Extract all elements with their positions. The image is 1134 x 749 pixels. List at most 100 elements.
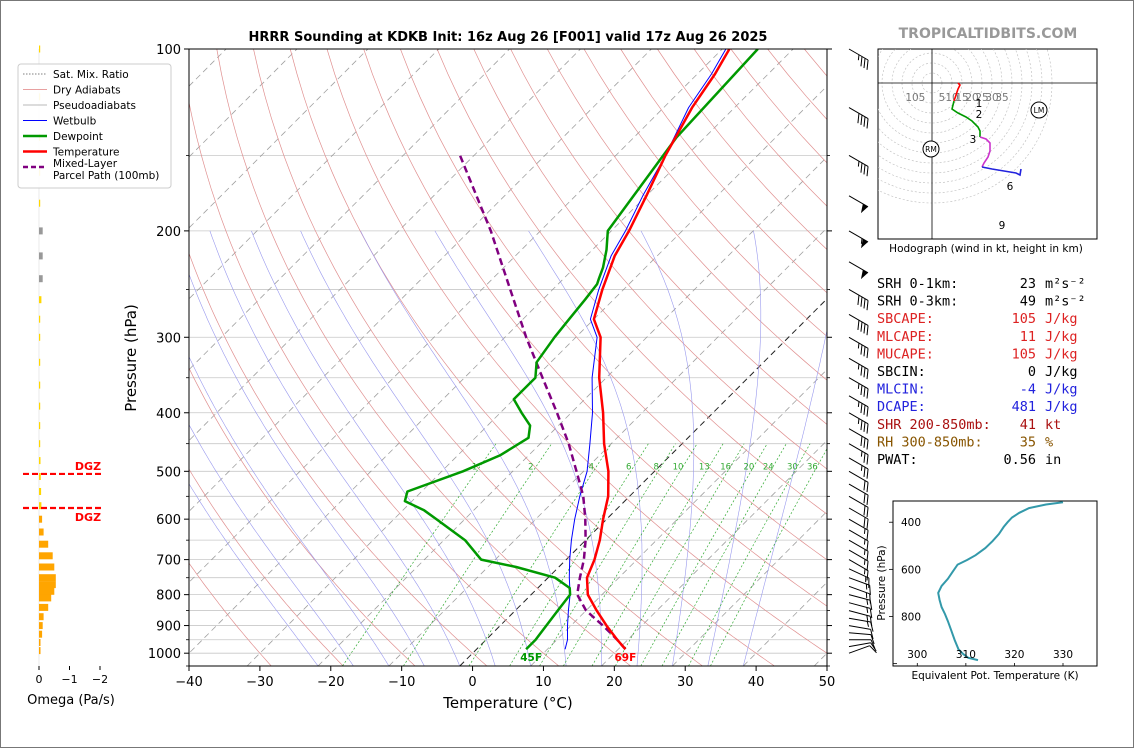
mixing-ratio-label: 8 xyxy=(653,462,658,472)
wind-barb xyxy=(845,196,869,215)
omega-bar xyxy=(39,334,40,341)
mixing-ratio-line xyxy=(689,444,811,666)
isotherm-line xyxy=(176,49,793,666)
omega-bar xyxy=(39,594,51,601)
legend-label-line: Mixed-Layer xyxy=(53,158,118,170)
y-tick-label: 400 xyxy=(156,407,181,422)
omega-bar xyxy=(39,200,40,207)
mixing-ratio-line xyxy=(710,444,829,666)
index-unit: J/kg xyxy=(1045,311,1078,327)
wind-barb xyxy=(845,337,872,358)
omega-bar xyxy=(39,564,54,571)
hodograph-height-label: 6 xyxy=(1007,181,1014,193)
legend-label: Dewpoint xyxy=(53,131,103,143)
index-label: MLCIN: xyxy=(877,382,926,398)
index-unit: J/kg xyxy=(1045,399,1078,415)
theta-e-xlabel: Equivalent Pot. Temperature (K) xyxy=(911,670,1078,682)
wind-barb xyxy=(845,108,872,129)
x-tick-label: −20 xyxy=(317,675,344,690)
mixing-ratio-label: 13 xyxy=(699,462,710,472)
omega-bar xyxy=(39,639,41,646)
index-unit: m²s⁻² xyxy=(1045,276,1086,292)
omega-bar xyxy=(39,529,44,536)
x-tick-label: 50 xyxy=(819,675,836,690)
omega-bar xyxy=(39,457,41,464)
x-axis-label: Temperature (°C) xyxy=(442,694,572,712)
theta-e-ylabel: Pressure (hPa) xyxy=(876,545,888,620)
omega-bar xyxy=(39,422,40,429)
hodograph-height-label: 9 xyxy=(999,220,1006,232)
surface-temperature-label: 69F xyxy=(614,652,636,664)
hodograph-ring-label: 10 xyxy=(905,92,918,104)
legend-label: Dry Adiabats xyxy=(53,85,121,97)
hodograph-caption: Hodograph (wind in kt, height in km) xyxy=(889,243,1083,255)
wind-barb xyxy=(845,569,872,588)
wind-barbs xyxy=(845,49,877,662)
legend-label: Temperature xyxy=(52,147,120,159)
index-value: 11 xyxy=(1020,329,1036,345)
index-label: SRH 0-3km: xyxy=(877,294,958,310)
mixing-ratio-label: 6 xyxy=(626,462,631,472)
index-label: MUCAPE: xyxy=(877,346,934,362)
index-value: 481 xyxy=(1012,399,1036,415)
mixing-ratio-label: 36 xyxy=(807,462,818,472)
omega-bar xyxy=(39,613,44,620)
omega-bar xyxy=(39,574,56,581)
theta-e-x-tick-label: 320 xyxy=(1004,649,1024,661)
watermark: TROPICALTIDBITS.COM xyxy=(899,26,1078,42)
y-tick-label: 600 xyxy=(156,513,181,528)
wind-barb xyxy=(845,378,872,399)
wind-barb xyxy=(845,231,869,250)
skewt-frame xyxy=(189,49,827,666)
index-unit: m²s⁻² xyxy=(1045,294,1086,310)
omega-bar xyxy=(39,296,41,303)
theta-e-frame xyxy=(893,501,1097,666)
y-tick-label: 1000 xyxy=(148,647,181,662)
index-unit: % xyxy=(1045,434,1053,450)
pseudoadiabat xyxy=(251,231,495,666)
dry-adiabat xyxy=(254,49,703,666)
wind-barb xyxy=(845,396,872,417)
pseudoadiabat xyxy=(435,231,602,666)
wind-barb xyxy=(845,262,869,281)
hodograph-ring-label: 35 xyxy=(995,92,1008,104)
barb-flag xyxy=(868,600,874,610)
omega-bar xyxy=(39,622,43,629)
mixing-ratio-line xyxy=(641,444,767,666)
index-label: RH 300-850mb: xyxy=(877,434,983,450)
hodograph-height-label: 2 xyxy=(976,109,983,121)
index-unit: J/kg xyxy=(1045,364,1078,380)
index-value: 35 xyxy=(1020,434,1036,450)
x-tick-label: 0 xyxy=(468,675,476,690)
mixing-ratio-label: 20 xyxy=(744,462,755,472)
wind-barb xyxy=(849,644,877,661)
wind-barb xyxy=(845,314,872,335)
hodograph-marker-label: LM xyxy=(1034,106,1045,115)
pseudoadiabat xyxy=(174,231,424,666)
index-label: PWAT: xyxy=(877,452,918,468)
mixing-ratio-line xyxy=(662,444,786,666)
index-value: 23 xyxy=(1020,276,1036,292)
mixing-ratio-label: 2 xyxy=(528,462,533,472)
wind-barb xyxy=(845,358,872,379)
omega-bar xyxy=(39,581,56,588)
dewpoint-line xyxy=(405,49,758,649)
index-value: 0.56 xyxy=(1003,452,1036,468)
mixing-ratio-label: 30 xyxy=(787,462,798,472)
wind-barb xyxy=(848,633,875,644)
mixing-ratio-label: 16 xyxy=(720,462,731,472)
index-label: SBCAPE: xyxy=(877,311,934,327)
x-tick-label: 40 xyxy=(748,675,765,690)
x-tick-label: −10 xyxy=(388,675,415,690)
index-unit: J/kg xyxy=(1045,346,1078,362)
dry-adiabat xyxy=(143,49,487,666)
x-tick-label: 10 xyxy=(535,675,552,690)
mixing-ratio-label: 10 xyxy=(673,462,684,472)
omega-bar xyxy=(39,588,54,595)
wind-barb xyxy=(845,289,872,310)
x-tick-label: 20 xyxy=(606,675,623,690)
index-value: 105 xyxy=(1012,311,1036,327)
